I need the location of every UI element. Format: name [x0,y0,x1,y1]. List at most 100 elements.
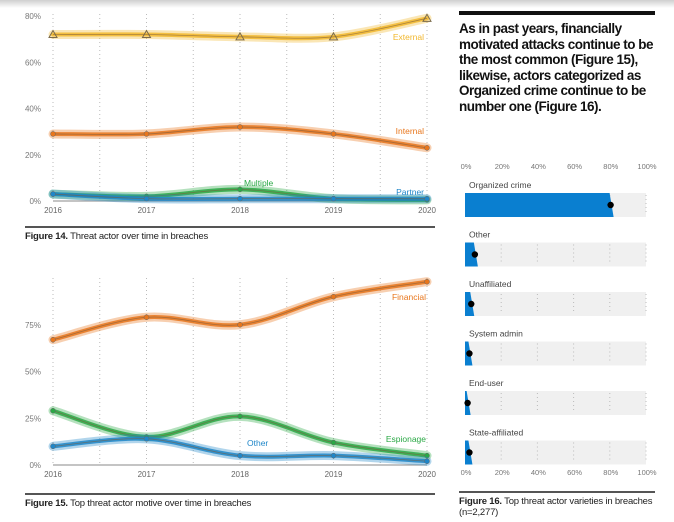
bar-label: Unaffiliated [469,279,512,289]
series-label: External [393,32,424,42]
x-tick-label-top: 20% [495,162,510,171]
x-tick-label: 2019 [325,470,343,479]
bar-row-end-user: End-user [464,378,647,415]
data-point [424,452,430,459]
y-tick-label: 0% [29,461,41,470]
x-tick-label: 2020 [418,206,436,215]
y-tick-label: 75% [25,321,41,330]
bar-label: System admin [469,329,523,339]
data-point [237,452,243,459]
data-point [330,452,337,459]
bar-track [465,391,646,415]
bar-label: End-user [469,378,504,388]
x-tick-label-bottom: 40% [531,468,546,477]
data-point [235,31,245,41]
figure-15-label: Figure 15. [25,498,68,509]
figure-14-chart: 0% 20% 40% 60% 80% 2016 2017 2018 2019 2020 Extern… [25,12,436,215]
series-label: Internal [396,126,424,136]
bar-marker [607,201,614,209]
data-point [237,322,243,328]
figure-14-text: Threat actor over time in breaches [67,231,209,242]
series-espionage: Espionage [48,406,432,461]
data-point [328,31,339,41]
data-point [48,29,58,38]
data-point [50,191,56,197]
bar-label: State-affiliated [469,428,523,438]
bar-marker [466,350,473,357]
bar-track [465,341,646,366]
bar-row-unaffiliated: Unaffiliated [465,279,647,316]
x-tick-label: 2019 [325,206,343,215]
x-tick-label-top: 0% [461,162,472,171]
data-point [143,195,150,202]
x-tick-label: 2018 [231,470,249,479]
data-point [422,13,432,22]
bar-marker [466,449,473,456]
bar-marker [468,300,475,308]
x-tick-label-bottom: 20% [495,468,510,477]
x-tick-label-bottom: 60% [567,468,582,477]
series-label: Espionage [386,434,426,444]
series-label: Other [247,438,268,448]
x-tick-label: 2016 [44,206,62,215]
y-tick-label: 60% [25,58,41,67]
y-tick-label: 50% [25,368,41,377]
data-point [141,29,152,38]
top-shadow [0,0,674,8]
bar-track [465,242,646,267]
bar [465,242,478,267]
series-label: Financial [392,292,426,302]
series-label: Multiple [244,178,274,188]
series-label: Partner [396,187,424,197]
figure-15-chart: 0% 25% 50% 75% 2016 2017 2018 2019 2020 Financial… [25,277,436,479]
figure-15-text: Top threat actor motive over time in bre… [67,498,252,509]
x-tick-label-top: 100% [637,162,657,171]
data-point [330,131,337,137]
data-point [330,439,337,446]
series-financial: Financial [48,277,432,345]
series-internal: Internal [48,122,432,153]
x-tick-label-bottom: 80% [603,468,618,477]
data-point [330,195,337,202]
bar-row-other: Other [465,230,647,267]
figure-14-caption: Figure 14. Threat actor over time in bre… [25,226,435,242]
bar-track [465,440,646,465]
data-point [237,413,243,420]
data-point [50,443,56,450]
data-point [237,195,243,202]
data-point [143,131,150,137]
x-tick-label: 2020 [418,470,436,479]
figure-16-text: Top threat actor varieties in breaches (… [459,496,653,518]
x-tick-label-top: 60% [567,162,582,171]
y-tick-label: 80% [25,12,41,21]
x-tick-label: 2017 [138,470,156,479]
data-point [237,124,243,130]
bar-marker [464,399,471,407]
y-tick-label: 20% [25,151,41,160]
data-point [330,293,337,300]
x-tick-label-top: 40% [531,162,546,171]
data-point [424,458,430,465]
figure-16-label: Figure 16. [459,496,502,507]
callout-text: As in past years, financially motivated … [459,11,655,114]
y-tick-label: 40% [25,105,41,114]
data-point [424,278,430,285]
series-partner: Partner [48,187,432,204]
data-point [237,186,243,193]
figure-16-chart: 0% 0% 20% 20% 40% 40% 60% 60% 80% 80% 100% 100% Orga… [461,162,657,477]
series-other: Other [48,434,432,466]
bar-label: Organized crime [469,180,532,190]
x-tick-label-bottom: 0% [461,468,472,477]
bar-label: Other [469,230,490,240]
data-point [50,408,56,414]
bar-track [465,292,646,316]
y-tick-label: 0% [29,197,41,206]
data-point [50,131,56,137]
figure-16-caption: Figure 16. Top threat actor varieties in… [459,491,655,518]
series-external: External [48,13,432,43]
bar-row-organized-crime: Organized crime [465,180,647,217]
x-tick-label: 2016 [44,470,62,479]
data-point [424,145,430,151]
x-tick-label-top: 80% [603,162,618,171]
x-tick-label: 2018 [231,206,249,215]
